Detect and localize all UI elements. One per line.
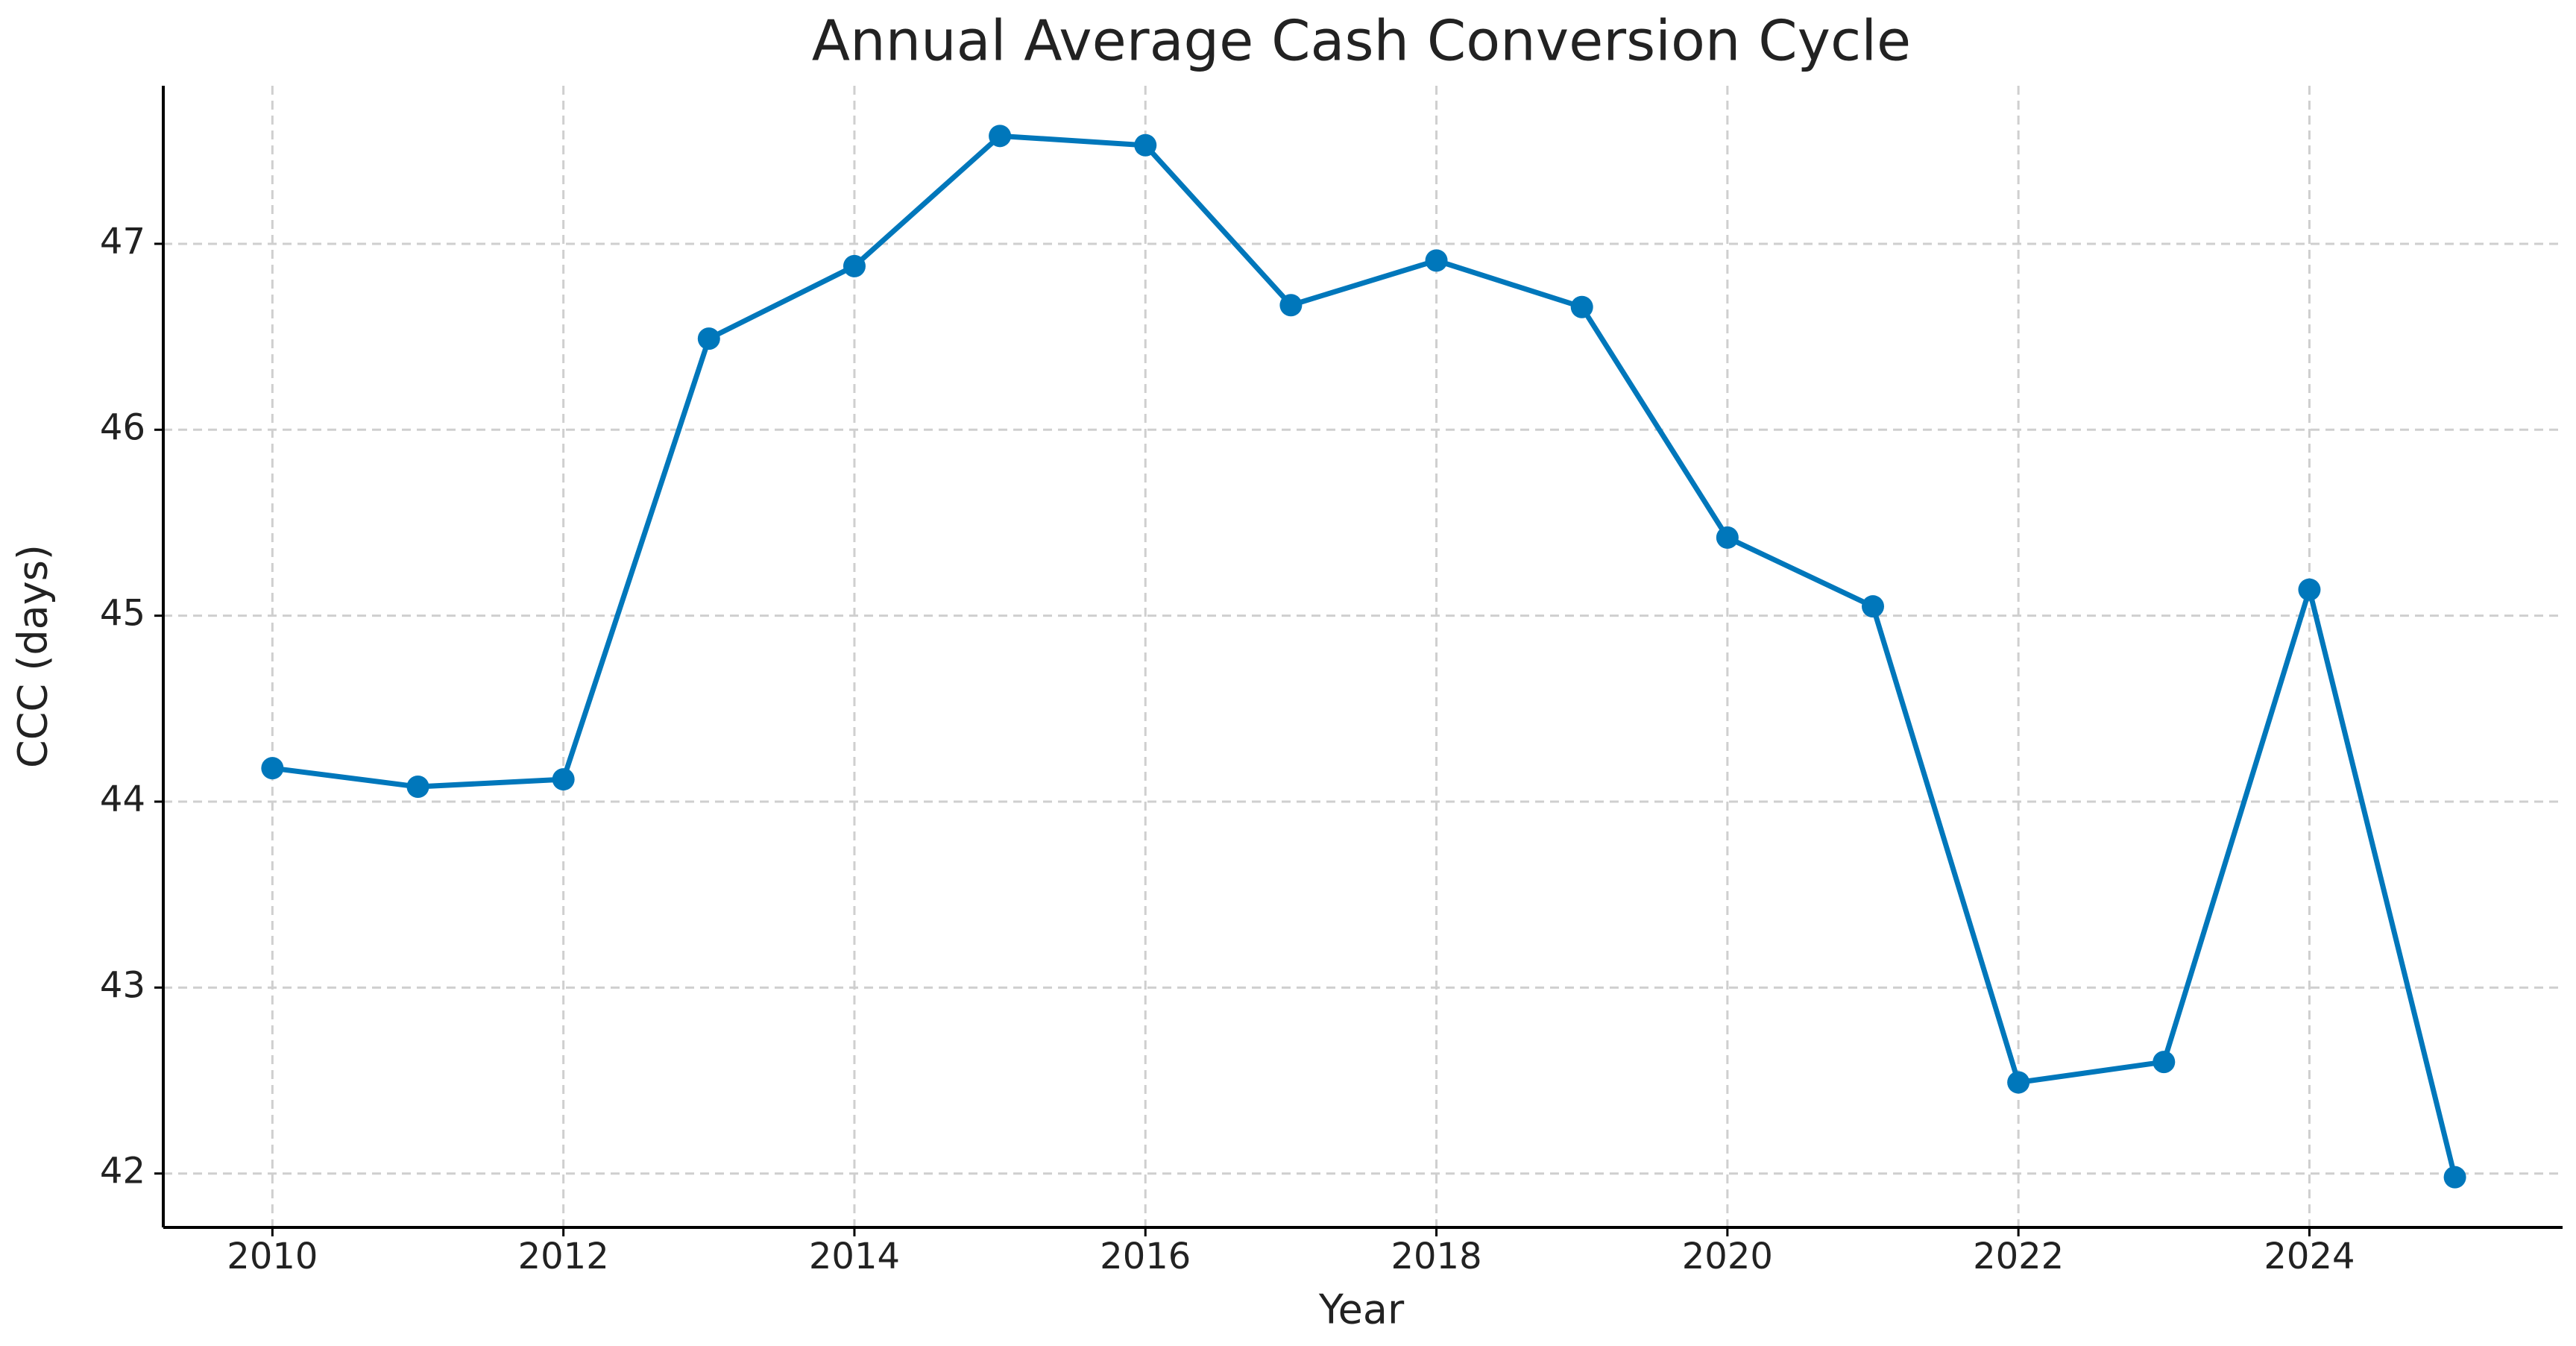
point (1716, 526, 1739, 549)
x-tick-label: 2018 (1391, 1236, 1481, 1277)
x-tick-label: 2012 (518, 1236, 609, 1277)
chart-title: Annual Average Cash Conversion Cycle (812, 8, 1911, 74)
point (2153, 1051, 2176, 1074)
point (2007, 1071, 2030, 1094)
y-tick-label: 45 (100, 593, 145, 635)
x-tick-label: 2024 (2264, 1236, 2355, 1277)
point (261, 757, 284, 780)
point (697, 327, 720, 350)
x-tick-label: 2010 (227, 1236, 318, 1277)
x-tick-label: 2020 (1682, 1236, 1773, 1277)
point (2298, 578, 2321, 601)
line (271, 133, 2457, 1178)
point (1570, 295, 1593, 318)
point (1279, 294, 1303, 317)
point (1425, 249, 1448, 272)
y-tick-label: 46 (100, 406, 145, 448)
y-axis-label: CCC (days) (10, 544, 57, 768)
point (2443, 1166, 2466, 1189)
x-tick-label: 2022 (1973, 1236, 2064, 1277)
point (406, 776, 429, 799)
point (552, 768, 575, 791)
x-tick-label: 2016 (1100, 1236, 1191, 1277)
x-axis-label: Year (1318, 1286, 1405, 1333)
point (843, 254, 866, 277)
x-tick-label: 2014 (809, 1236, 900, 1277)
y-tick-label: 44 (100, 779, 145, 820)
point (1861, 595, 1884, 618)
y-tick-label: 43 (100, 964, 145, 1006)
y-tick-label: 42 (100, 1151, 145, 1192)
point (989, 125, 1012, 148)
point (1134, 133, 1157, 157)
y-tick-label: 47 (100, 221, 145, 262)
